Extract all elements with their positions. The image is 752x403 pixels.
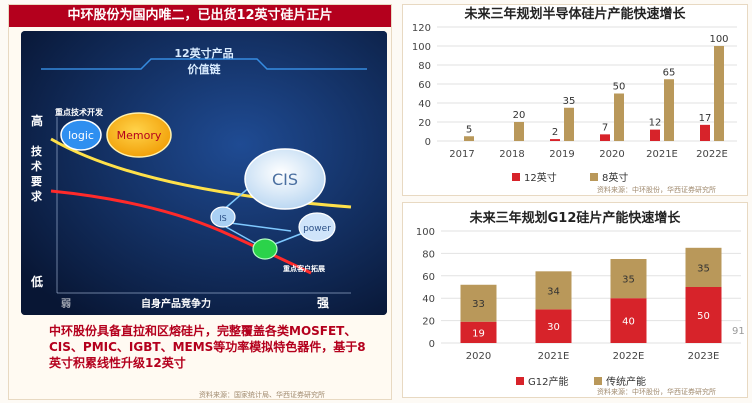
bar-g12 [535,309,572,343]
y-axis-high: 高 [31,113,43,128]
x-tick-label: 2022E [613,351,645,362]
bubble-power: power [303,224,331,234]
chart1-source: 资料来源：中环股份，华西证券研究所 [597,186,716,194]
left-panel-title: 中环股份为国内唯二，已出货12英寸硅片正片 [9,5,391,27]
x-axis-strong: 强 [317,296,329,310]
bar-12inch [700,124,710,141]
y-tick-label: 0 [425,137,431,148]
bar-8inch [564,107,574,141]
bar-traditional [685,247,722,287]
x-tick-label: 2023E [688,351,720,362]
data-label: 12 [649,118,662,129]
y-tick-label: 40 [422,294,435,305]
bar-12inch [550,139,560,141]
bubble-memory: Memory [117,129,162,142]
bar-g12 [610,298,647,343]
x-tick-label: 2018 [499,149,524,160]
bar-g12 [460,321,497,343]
y-axis-label-group: 技 术 要 求 [30,144,46,203]
chart2-source: 资料来源：中环股份，华西证券研究所 [597,388,716,396]
y-tick-label: 100 [416,227,435,238]
x-tick-label: 2019 [549,149,574,160]
y-axis-low: 低 [30,274,43,289]
bar-12inch [600,134,610,141]
bar-traditional [610,259,647,299]
data-label: 35 [697,263,710,274]
data-label: 7 [602,122,608,133]
x-tick-label: 2017 [449,149,474,160]
data-label: 100 [709,34,728,45]
legend-swatch [594,377,602,385]
bubble-cis: CIS [272,170,298,189]
y-tick-label: 0 [429,339,435,350]
bar-8inch [714,46,724,141]
legend-label: 12英寸 [524,171,557,184]
bar-8inch [464,136,474,141]
legend-swatch [512,173,520,181]
data-label: 50 [697,311,710,322]
data-label: 5 [466,124,472,135]
bubble-logic: logic [68,129,94,142]
bar-8inch [614,93,624,141]
data-label: 19 [472,328,485,339]
product-value-chain-photo: 12英寸产品 价值链 高 低 自身产品竞争力 弱 强 重点技术开发 logic … [21,31,387,315]
left-panel: 中环股份为国内唯二，已出货12英寸硅片正片 12英寸产品 [8,4,392,400]
data-label: 50 [613,82,626,93]
value-chain-graphic: 12英寸产品 价值链 高 低 自身产品竞争力 弱 强 重点技术开发 logic … [21,31,387,315]
chart2-title: 未来三年规划G12硅片产能快速增长 [469,211,681,226]
y-tick-label: 20 [418,118,431,129]
x-tick-label: 2020 [599,149,624,160]
x-tick-label: 2022E [696,149,728,160]
x-tick-label: 2021E [646,149,678,160]
x-tick-label: 2021E [538,351,570,362]
y-tick-label: 80 [422,249,435,260]
focus-label: 重点技术开发 [55,107,104,117]
legend-label: G12产能 [528,375,568,388]
data-label: 35 [563,96,576,107]
y-tick-label: 20 [422,317,435,328]
x-axis-weak: 弱 [61,298,71,310]
chart1-title: 未来三年规划半导体硅片产能快速增长 [464,7,686,22]
x-tick-label: 2020 [466,351,491,362]
chart2-svg: 0 20 40 60 80 100 2020 19 33 2021E 30 34 2022E 40 35 20… [416,227,741,388]
data-label: 34 [547,286,560,297]
data-label: 20 [513,110,526,121]
legend-swatch [516,377,524,385]
bar-traditional [535,271,572,310]
chart-g12-capacity: 未来三年规划G12硅片产能快速增长 0 20 40 60 80 100 2020 19 33 20… [402,202,748,398]
bubble-is: IS [219,214,226,223]
y-tick-label: 120 [412,23,431,34]
y-tick-label: 40 [418,99,431,110]
data-label: 65 [663,67,676,78]
bar-12inch [650,129,660,141]
chart1-svg: 0 20 40 60 80 100 120 2017 5 2018 20 2019 2 35 2020 7 50… [412,23,737,184]
left-panel-source: 资料来源：国家统计局、华西证券研究所 [199,391,325,399]
data-label: 40 [622,317,635,328]
legend-label: 8英寸 [602,171,628,184]
customer-label: 重点客户拓展 [283,264,326,273]
x-axis-label: 自身产品竞争力 [141,297,211,310]
bar-8inch [514,122,524,141]
y-tick-label: 60 [422,272,435,283]
legend-swatch [590,173,598,181]
y-tick-label: 100 [412,42,431,53]
y-axis-label: 技 术 要 求 [30,144,46,203]
data-label: 2 [552,127,558,138]
y-tick-label: 60 [418,80,431,91]
chart-wafer-capacity: 未来三年规划半导体硅片产能快速增长 0 20 40 60 80 100 120 2017 5 20… [402,4,748,196]
y-tick-label: 80 [418,61,431,72]
data-label: 17 [699,113,712,124]
page-number: 91 [732,326,745,337]
banner-line2: 价值链 [188,62,222,76]
data-label: 35 [622,275,635,286]
bar-g12 [685,287,722,343]
banner-line1: 12英寸产品 [174,46,233,60]
left-panel-description: 中环股份具备直拉和区熔硅片，完整覆盖各类MOSFET、CIS、PMIC、IGBT… [49,324,366,370]
data-label: 33 [472,299,485,310]
bar-8inch [664,79,674,141]
legend-label: 传统产能 [606,375,646,388]
bar-traditional [460,284,497,322]
data-label: 30 [547,322,560,333]
